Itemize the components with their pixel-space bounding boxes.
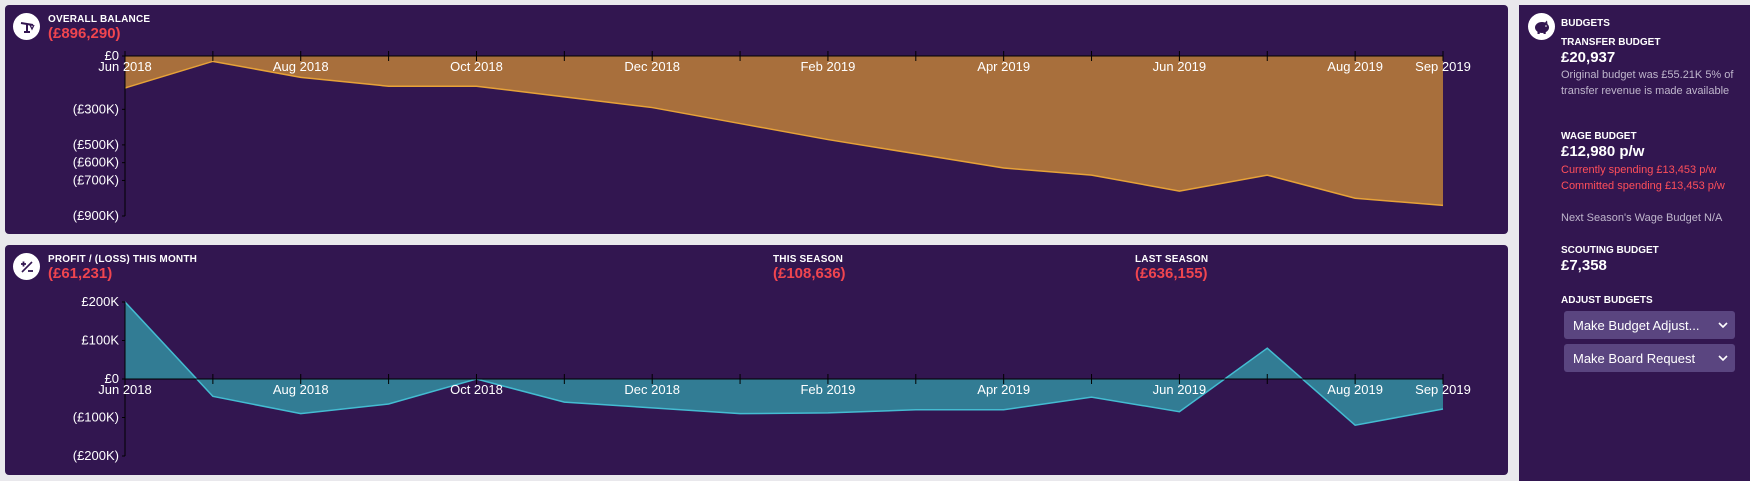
balance-y-tick-label: (£300K) xyxy=(73,101,119,116)
profit-x-tick-label: Feb 2019 xyxy=(800,382,855,397)
budgets-title: BUDGETS xyxy=(1561,18,1610,29)
wage-budget-value: £12,980 p/w xyxy=(1561,143,1645,160)
balance-title: OVERALL BALANCE xyxy=(48,14,151,25)
budget-adjustment-dropdown-label: Make Budget Adjust... xyxy=(1573,317,1700,333)
profit-x-tick-label: Dec 2018 xyxy=(624,382,680,397)
balance-x-tick-label: Apr 2019 xyxy=(977,59,1030,74)
last-season-value: (£636,155) xyxy=(1135,265,1208,282)
scouting-budget-value: £7,358 xyxy=(1561,257,1607,274)
balance-y-tick-label: (£500K) xyxy=(73,137,119,152)
profit-title: PROFIT / (LOSS) THIS MONTH xyxy=(48,254,198,265)
last-season-label: LAST SEASON xyxy=(1135,254,1209,265)
adjust-budgets-label: ADJUST BUDGETS xyxy=(1561,295,1653,306)
balance-series-line xyxy=(124,60,1444,207)
profit-y-tick-label: (£100K) xyxy=(73,410,119,425)
chevron-down-icon xyxy=(1711,355,1735,361)
balance-x-tick-label: Jun 2018 xyxy=(98,59,152,74)
this-season-label: THIS SEASON xyxy=(773,254,843,265)
balance-x-tick-label: Aug 2019 xyxy=(1327,59,1383,74)
profit-series-area xyxy=(125,302,1443,426)
profit-x-tick-label: Jun 2018 xyxy=(98,382,152,397)
transfer-budget-value: £20,937 xyxy=(1561,49,1616,66)
budget-adjustment-dropdown[interactable]: Make Budget Adjust... xyxy=(1564,311,1735,339)
profit-x-tick-label: Apr 2019 xyxy=(977,382,1030,397)
profit-y-tick-label: £100K xyxy=(81,333,119,348)
chevron-down-icon xyxy=(1711,322,1735,328)
balance-series-area xyxy=(125,56,1443,206)
balance-x-tick-label: Sep 2019 xyxy=(1415,59,1471,74)
balance-y-tick-label: (£600K) xyxy=(73,155,119,170)
wage-committed-spending: Committed spending £13,453 p/w xyxy=(1561,180,1725,192)
balance-chart: Jun 2018 Aug 2018 Oct 2018 Dec 2018 Feb 2019… xyxy=(73,48,1471,223)
overall-balance-panel: OVERALL BALANCE (£896,290) Jun 2018 Aug 2… xyxy=(5,5,1508,234)
profit-series-line xyxy=(124,301,1444,427)
profit-y-tick-label: (£200K) xyxy=(73,448,119,463)
profit-x-tick-label: Aug 2018 xyxy=(273,382,329,397)
profit-value: (£61,231) xyxy=(48,265,113,282)
this-season-value: (£108,636) xyxy=(773,265,846,282)
balance-x-tick-label: Feb 2019 xyxy=(800,59,855,74)
balance-x-tick-label: Aug 2018 xyxy=(273,59,329,74)
balance-x-tick-label: Oct 2018 xyxy=(450,59,503,74)
piggy-bank-icon xyxy=(1528,13,1555,40)
scouting-budget-label: SCOUTING BUDGET xyxy=(1561,245,1659,256)
profit-x-tick-label: Sep 2019 xyxy=(1415,382,1471,397)
balance-y-tick-label: (£700K) xyxy=(73,172,119,187)
profit-chart: Jun 2018 Aug 2018 Oct 2018 Dec 2018 Feb 2019… xyxy=(73,294,1471,463)
balance-x-tick-label: Jun 2019 xyxy=(1153,59,1207,74)
profit-loss-panel: PROFIT / (LOSS) THIS MONTH (£61,231) THI… xyxy=(5,245,1508,475)
profit-x-tick-label: Jun 2019 xyxy=(1153,382,1207,397)
balance-y-tick-label: (£900K) xyxy=(73,208,119,223)
wage-budget-label: WAGE BUDGET xyxy=(1561,131,1637,142)
profit-y-tick-label: £0 xyxy=(105,371,119,386)
board-request-dropdown[interactable]: Make Board Request xyxy=(1564,344,1735,372)
transfer-budget-label: TRANSFER BUDGET xyxy=(1561,37,1661,48)
scale-icon xyxy=(13,13,40,40)
balance-y-tick-label: £0 xyxy=(105,48,119,63)
wage-current-spending: Currently spending £13,453 p/w xyxy=(1561,164,1717,176)
plus-minus-icon xyxy=(13,253,40,280)
profit-x-tick-label: Aug 2019 xyxy=(1327,382,1383,397)
profit-y-tick-label: £200K xyxy=(81,294,119,309)
transfer-budget-note: Original budget was £55.21K 5% of transf… xyxy=(1561,69,1734,97)
profit-x-tick-label: Oct 2018 xyxy=(450,382,503,397)
balance-x-tick-label: Dec 2018 xyxy=(624,59,680,74)
budgets-panel: BUDGETS TRANSFER BUDGET £20,937 Original… xyxy=(1519,5,1750,481)
balance-value: (£896,290) xyxy=(48,25,121,42)
board-request-dropdown-label: Make Board Request xyxy=(1573,350,1696,366)
next-season-wage: Next Season's Wage Budget N/A xyxy=(1561,212,1723,224)
